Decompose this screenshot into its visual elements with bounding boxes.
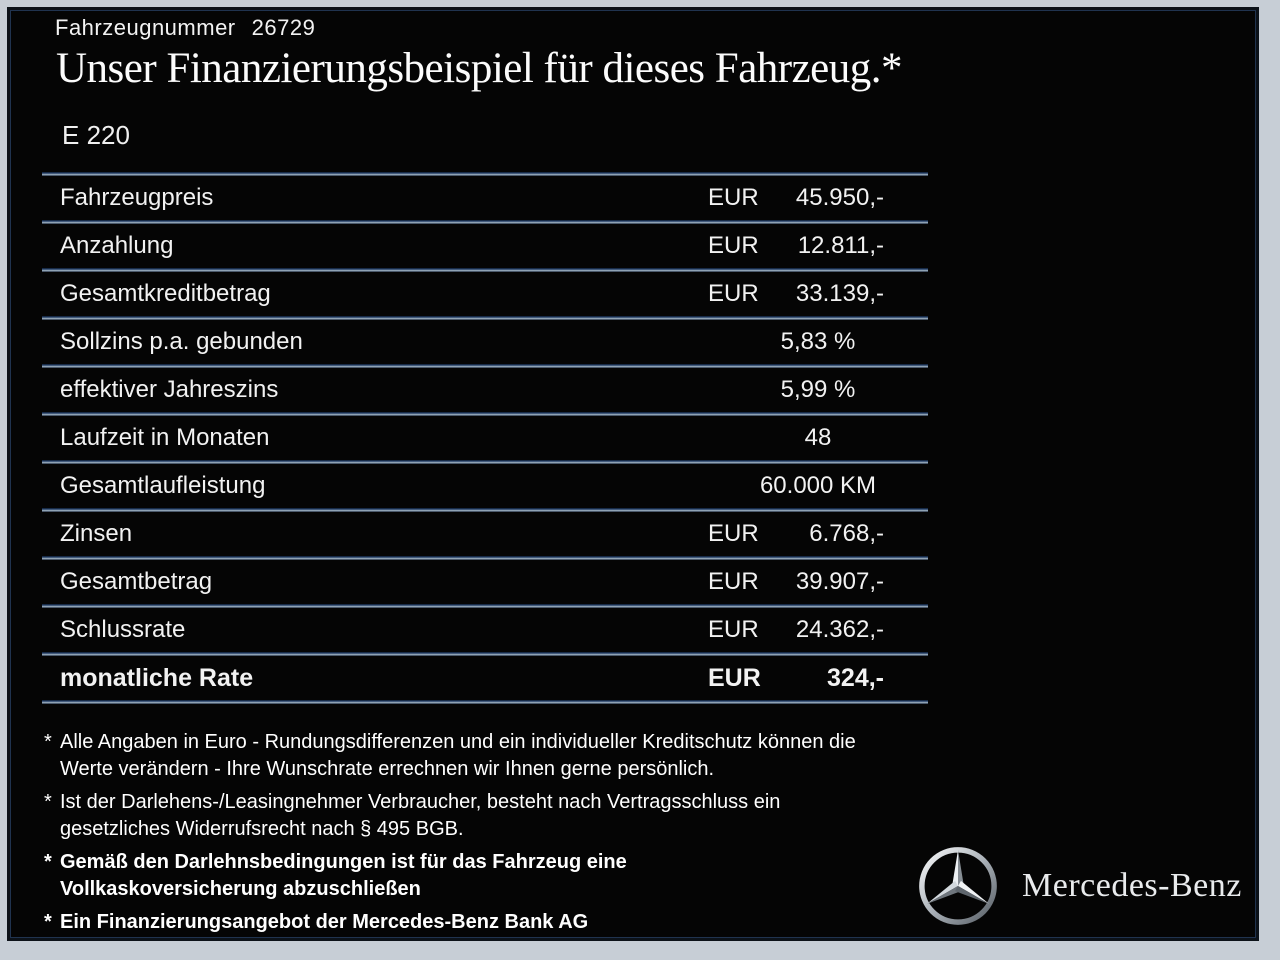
footnote-line: Gemäß den Darlehnsbedingungen ist für da… — [60, 851, 627, 873]
row-separator — [42, 268, 928, 272]
row-separator — [42, 556, 928, 560]
row-label: Fahrzeugpreis — [60, 184, 214, 211]
page-title: Unser Finanzierungsbeispiel für dieses F… — [56, 45, 903, 92]
row-value: 45.950,- — [795, 184, 884, 211]
footnote: * Gemäß den Darlehnsbedingungen ist für … — [44, 849, 856, 903]
row-value-cell: EUR 24.362,- — [708, 616, 928, 644]
footnote-line: Alle Angaben in Euro - Rundungsdifferenz… — [60, 731, 856, 753]
row-separator — [42, 220, 928, 224]
row-label: Gesamtkreditbetrag — [60, 280, 271, 307]
row-label: Zinsen — [60, 520, 133, 547]
row-label: Gesamtbetrag — [60, 568, 213, 595]
table-row: Gesamtlaufleistung 60.000 KM — [42, 464, 928, 508]
finance-table: Fahrzeugpreis EUR 45.950,- Anzahlung EUR 1… — [42, 172, 928, 704]
row-value-cell: EUR 45.950,- — [708, 184, 928, 212]
footnote-text: Alle Angaben in Euro - Rundungsdifferenz… — [60, 729, 856, 783]
row-currency: EUR — [708, 520, 759, 547]
row-currency: EUR — [708, 616, 759, 643]
row-value-cell: 48 — [708, 424, 928, 452]
footnote-text: Ist der Darlehens-/Leasingnehmer Verbrau… — [60, 789, 780, 843]
mercedes-star-icon — [916, 844, 1000, 928]
row-value: 5,83 % — [780, 328, 856, 355]
brand-wordmark: Mercedes-Benz — [1022, 867, 1242, 904]
row-value: 5,99 % — [780, 376, 856, 403]
row-separator — [42, 412, 928, 416]
row-currency: EUR — [708, 232, 759, 259]
footnote: * Ist der Darlehens-/Leasingnehmer Verbr… — [44, 789, 856, 843]
table-row-monthly-rate: monatliche Rate EUR 324,- — [42, 656, 928, 700]
table-row: Anzahlung EUR 12.811,- — [42, 224, 928, 268]
row-label: Sollzins p.a. gebunden — [60, 328, 303, 355]
footnote-line: Werte verändern - Ihre Wunschrate errech… — [60, 758, 715, 780]
row-label: Gesamtlaufleistung — [60, 472, 266, 499]
row-label: effektiver Jahreszins — [60, 376, 279, 403]
footnote: * Alle Angaben in Euro - Rundungsdiffere… — [44, 729, 856, 783]
table-row: Gesamtkreditbetrag EUR 33.139,- — [42, 272, 928, 316]
row-label: Anzahlung — [60, 232, 174, 259]
footnote-text: Gemäß den Darlehnsbedingungen ist für da… — [60, 849, 627, 903]
row-separator — [42, 508, 928, 512]
row-currency: EUR — [708, 280, 759, 307]
row-label: Laufzeit in Monaten — [60, 424, 270, 451]
table-row: Schlussrate EUR 24.362,- — [42, 608, 928, 652]
row-value-cell: EUR 6.768,- — [708, 520, 928, 548]
footnote-marker: * — [44, 851, 52, 873]
row-value-cell: EUR 33.139,- — [708, 280, 928, 308]
footnotes: * Alle Angaben in Euro - Rundungsdiffere… — [44, 729, 856, 942]
footnote-line: Ein Finanzierungsangebot der Mercedes-Be… — [60, 911, 589, 933]
row-separator — [42, 316, 928, 320]
vehicle-number: Fahrzeugnummer 26729 — [55, 15, 315, 41]
row-separator — [42, 460, 928, 464]
row-separator — [42, 652, 928, 656]
row-value: 324,- — [827, 663, 884, 692]
row-label: Schlussrate — [60, 616, 186, 643]
table-row: Fahrzeugpreis EUR 45.950,- — [42, 176, 928, 220]
row-separator — [42, 700, 928, 704]
row-value-cell: EUR 324,- — [708, 664, 928, 693]
row-currency: EUR — [708, 184, 759, 211]
footnote-marker: * — [44, 731, 52, 753]
finance-sheet: Fahrzeugnummer 26729 Unser Finanzierungsb… — [7, 7, 1259, 941]
footnote-line: gesetzliches Widerrufsrecht nach § 495 B… — [60, 818, 464, 840]
row-separator — [42, 604, 928, 608]
row-currency: EUR — [708, 568, 759, 595]
table-row: Sollzins p.a. gebunden 5,83 % — [42, 320, 928, 364]
table-row: effektiver Jahreszins 5,99 % — [42, 368, 928, 412]
vehicle-number-label: Fahrzeugnummer — [55, 15, 236, 40]
footnote-marker: * — [44, 911, 52, 933]
row-currency: EUR — [708, 663, 761, 692]
row-value-cell: EUR 12.811,- — [708, 232, 928, 260]
row-value-cell: 60.000 KM — [708, 472, 928, 500]
footnote: * Ein Finanzierungsangebot der Mercedes-… — [44, 909, 856, 936]
table-row: Laufzeit in Monaten 48 — [42, 416, 928, 460]
row-value: 24.362,- — [795, 616, 884, 643]
table-row: Zinsen EUR 6.768,- — [42, 512, 928, 556]
footnote-text: Ein Finanzierungsangebot der Mercedes-Be… — [60, 909, 588, 936]
row-separator — [42, 364, 928, 368]
row-value: 33.139,- — [795, 280, 884, 307]
row-value: 12.811,- — [797, 232, 884, 259]
footnote-marker: * — [44, 791, 52, 813]
row-label: monatliche Rate — [60, 663, 254, 692]
row-value: 60.000 KM — [759, 472, 877, 499]
row-value: 48 — [804, 424, 832, 451]
vehicle-model: E 220 — [62, 120, 130, 150]
row-value-cell: 5,99 % — [708, 376, 928, 404]
table-row: Gesamtbetrag EUR 39.907,- — [42, 560, 928, 604]
brand-block: Mercedes-Benz — [916, 844, 1242, 928]
row-value-cell: EUR 39.907,- — [708, 568, 928, 596]
row-value-cell: 5,83 % — [708, 328, 928, 356]
row-value: 39.907,- — [795, 568, 884, 595]
row-value: 6.768,- — [809, 520, 884, 547]
vehicle-number-value: 26729 — [251, 15, 316, 40]
footnote-line: Vollkaskoversicherung abzuschließen — [60, 878, 421, 900]
footnote-line: Ist der Darlehens-/Leasingnehmer Verbrau… — [60, 791, 781, 813]
row-separator — [42, 172, 928, 176]
